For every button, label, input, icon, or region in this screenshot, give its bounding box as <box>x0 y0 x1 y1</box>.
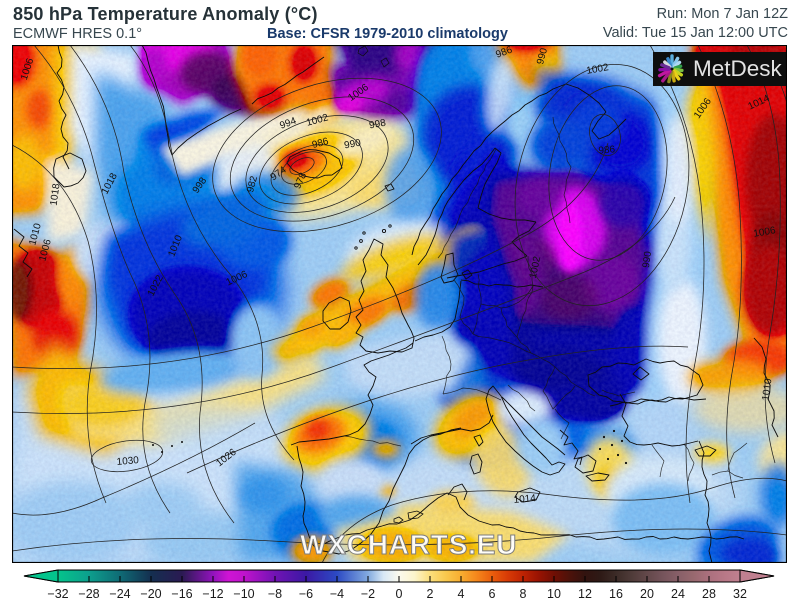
svg-text:32: 32 <box>733 587 747 601</box>
svg-text:6: 6 <box>489 587 496 601</box>
svg-text:24: 24 <box>671 587 685 601</box>
svg-text:WXCHARTS.EU: WXCHARTS.EU <box>300 529 517 560</box>
svg-text:20: 20 <box>640 587 654 601</box>
svg-text:−12: −12 <box>202 587 223 601</box>
svg-text:1002: 1002 <box>528 255 543 279</box>
svg-text:1014: 1014 <box>513 493 537 506</box>
svg-text:16: 16 <box>609 587 623 601</box>
svg-text:990: 990 <box>343 138 362 152</box>
svg-text:1002: 1002 <box>586 62 610 77</box>
svg-text:1006: 1006 <box>753 225 777 240</box>
svg-text:−20: −20 <box>140 587 161 601</box>
svg-text:−2: −2 <box>361 587 375 601</box>
svg-text:998: 998 <box>368 118 387 132</box>
svg-text:1010: 1010 <box>761 377 775 401</box>
svg-text:986: 986 <box>311 136 330 151</box>
svg-text:−6: −6 <box>299 587 313 601</box>
svg-text:990: 990 <box>641 250 654 268</box>
svg-text:10: 10 <box>547 587 561 601</box>
svg-text:−10: −10 <box>233 587 254 601</box>
svg-text:1030: 1030 <box>116 455 140 468</box>
svg-text:986: 986 <box>598 144 616 156</box>
svg-text:−28: −28 <box>78 587 99 601</box>
svg-text:0: 0 <box>396 587 403 601</box>
svg-text:−16: −16 <box>171 587 192 601</box>
svg-text:982: 982 <box>245 174 260 193</box>
svg-text:1018: 1018 <box>49 182 63 206</box>
svg-text:8: 8 <box>520 587 527 601</box>
svg-text:2: 2 <box>427 587 434 601</box>
svg-text:−4: −4 <box>330 587 344 601</box>
svg-text:990: 990 <box>535 46 550 65</box>
svg-text:4: 4 <box>458 587 465 601</box>
svg-text:12: 12 <box>578 587 592 601</box>
svg-text:−24: −24 <box>109 587 130 601</box>
svg-text:−8: −8 <box>268 587 282 601</box>
svg-text:28: 28 <box>702 587 716 601</box>
svg-text:−32: −32 <box>47 587 68 601</box>
svg-text:MetDesk: MetDesk <box>693 56 783 81</box>
